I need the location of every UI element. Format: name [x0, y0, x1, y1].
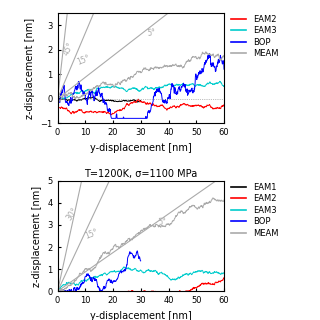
X-axis label: y-displacement [nm]: y-displacement [nm] — [90, 143, 192, 153]
Text: 5°: 5° — [146, 28, 156, 38]
Legend: EAM2, EAM3, BOP, MEAM: EAM2, EAM3, BOP, MEAM — [231, 15, 279, 58]
Y-axis label: z-displacement [nm]: z-displacement [nm] — [32, 185, 42, 286]
Text: 45°: 45° — [61, 40, 76, 57]
Text: 15°: 15° — [84, 228, 100, 241]
Text: 30°: 30° — [65, 206, 80, 222]
Title: T=1200K, σ=1100 MPa: T=1200K, σ=1100 MPa — [84, 169, 197, 179]
Y-axis label: z-displacement [nm]: z-displacement [nm] — [25, 18, 35, 119]
X-axis label: y-displacement [nm]: y-displacement [nm] — [90, 311, 192, 320]
Text: 5°: 5° — [157, 217, 167, 227]
Legend: EAM1, EAM2, EAM3, BOP, MEAM: EAM1, EAM2, EAM3, BOP, MEAM — [231, 183, 279, 238]
Text: 15°: 15° — [76, 53, 92, 66]
